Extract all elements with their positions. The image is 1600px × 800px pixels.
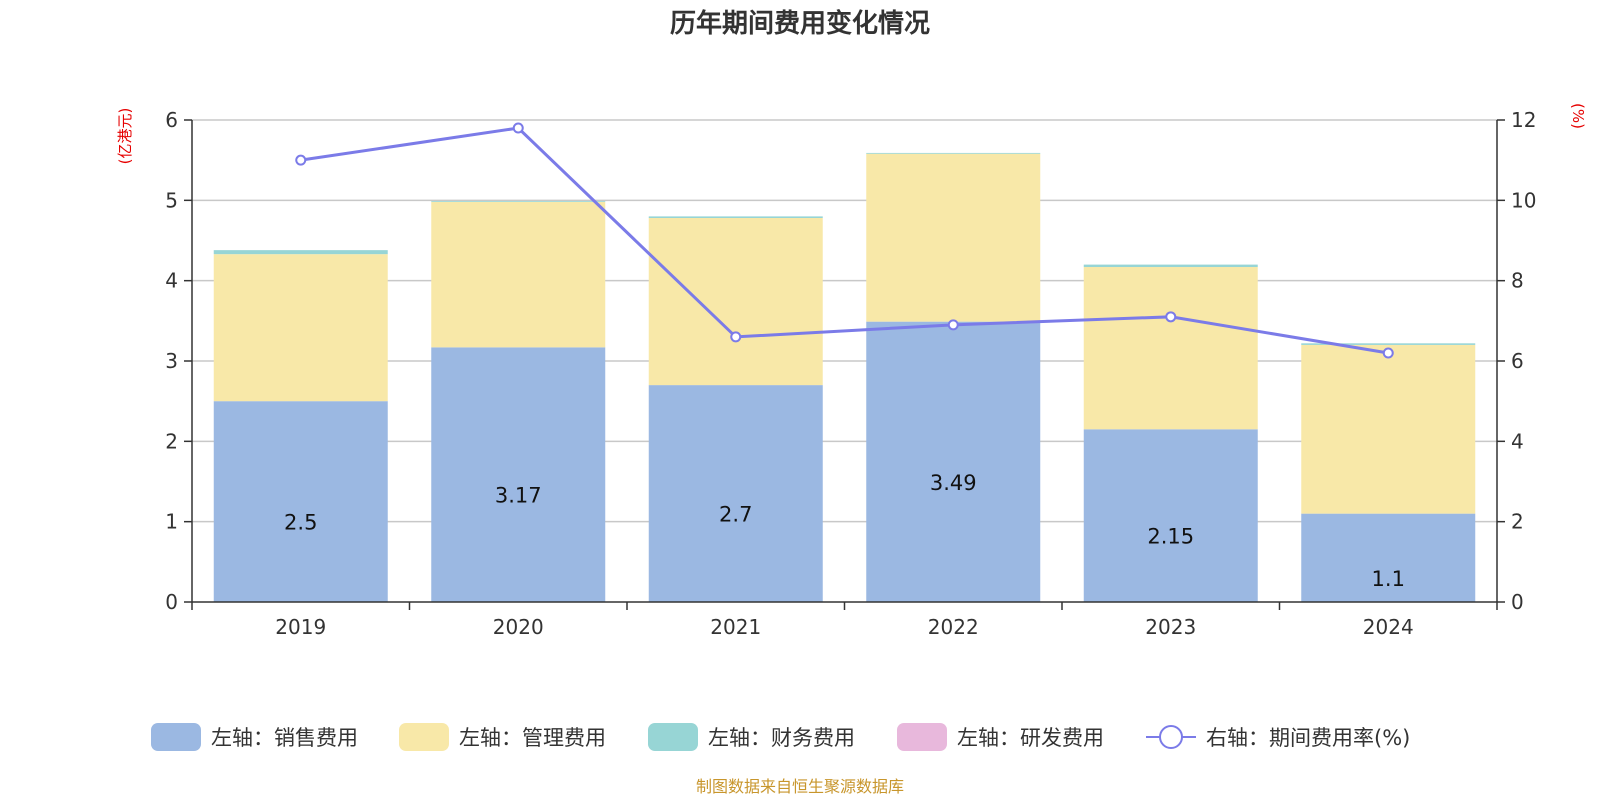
bar-segment xyxy=(648,218,823,386)
legend-swatch xyxy=(151,723,201,751)
bar-segment xyxy=(431,347,606,602)
legend: 左轴：销售费用 左轴：管理费用 左轴：财务费用 左轴：研发费用 右轴：期间费用率(%) xyxy=(151,723,1410,751)
bar-data-label: 2.15 xyxy=(1147,525,1194,549)
right-axis-tick-label: 6 xyxy=(1511,349,1524,373)
x-axis-tick-label: 2019 xyxy=(275,615,326,639)
right-axis-tick-label: 2 xyxy=(1511,510,1524,534)
bar-segment xyxy=(866,153,1041,322)
bar-series xyxy=(213,152,1476,602)
bar-segment xyxy=(431,201,606,202)
bar-segment xyxy=(866,152,1041,154)
right-axis-tick-label: 10 xyxy=(1511,188,1536,212)
bar-data-label: 3.49 xyxy=(930,471,977,495)
bar-data-label: 3.17 xyxy=(495,484,542,508)
legend-label: 左轴：财务费用 xyxy=(708,726,855,750)
legend-label: 左轴：研发费用 xyxy=(957,726,1104,750)
x-axis-tick-label: 2022 xyxy=(928,615,979,639)
bar-segment xyxy=(648,216,823,219)
rate-line-point xyxy=(1382,347,1394,359)
legend-swatch xyxy=(648,723,698,751)
bar-data-label: 2.5 xyxy=(284,511,317,535)
bar-segment xyxy=(213,254,388,402)
bar-segment xyxy=(1083,267,1258,430)
right-axis-tick-label: 8 xyxy=(1511,269,1524,293)
rate-line-point xyxy=(1165,311,1177,323)
bar-segment xyxy=(1083,429,1258,602)
bar-data-label: 1.1 xyxy=(1372,567,1405,591)
rate-line-point xyxy=(512,122,524,134)
bar-segment xyxy=(213,250,388,255)
x-axis-tick-label: 2023 xyxy=(1145,615,1196,639)
x-axis-tick-label: 2020 xyxy=(493,615,544,639)
legend-swatch xyxy=(399,723,449,751)
left-axis-tick-label: 4 xyxy=(165,269,178,293)
rate-line-point xyxy=(947,319,959,331)
bar-segment xyxy=(1301,343,1476,345)
legend-label: 左轴：管理费用 xyxy=(459,726,606,750)
legend-swatch xyxy=(897,723,947,751)
legend-label: 左轴：销售费用 xyxy=(211,726,358,750)
x-axis-tick-label: 2024 xyxy=(1363,615,1414,639)
bar-segment xyxy=(648,385,823,602)
x-axis-tick-label: 2021 xyxy=(710,615,761,639)
legend-marker xyxy=(1159,725,1183,749)
bar-segment xyxy=(1301,344,1476,514)
bar-segment xyxy=(431,201,606,348)
grid-lines xyxy=(192,119,1497,523)
left-axis-tick-label: 1 xyxy=(165,510,178,534)
bar-segment xyxy=(1301,513,1476,602)
data-source-note: 制图数据来自恒生聚源数据库 xyxy=(696,777,904,796)
rate-line-point xyxy=(295,154,307,166)
bar-segment xyxy=(866,321,1041,602)
bar-data-labels: 2.5 3.17 2.7 3.49 2.15 1.1 xyxy=(284,471,1405,591)
expense-rate-line xyxy=(295,122,1394,359)
right-axis-unit: (%) xyxy=(1569,103,1587,129)
bar-segment xyxy=(1083,264,1258,268)
bar-segment xyxy=(213,401,388,602)
left-axis-unit: (亿港元) xyxy=(116,108,134,165)
bar-data-label: 2.7 xyxy=(719,503,752,527)
left-axis-tick-label: 3 xyxy=(165,349,178,373)
right-axis-tick-label: 4 xyxy=(1511,429,1524,453)
right-axis-tick-label: 0 xyxy=(1511,590,1524,614)
rate-line-point xyxy=(730,331,742,343)
rate-line-path xyxy=(300,126,1389,355)
right-axis-tick-label: 12 xyxy=(1511,108,1536,132)
legend-label: 右轴：期间费用率(%) xyxy=(1206,726,1410,750)
chart-title: 历年期间费用变化情况 xyxy=(670,8,930,39)
left-axis-tick-label: 2 xyxy=(165,429,178,453)
left-axis-tick-label: 6 xyxy=(165,108,178,132)
left-axis-tick-label: 0 xyxy=(165,590,178,614)
left-axis-tick-label: 5 xyxy=(165,188,178,212)
